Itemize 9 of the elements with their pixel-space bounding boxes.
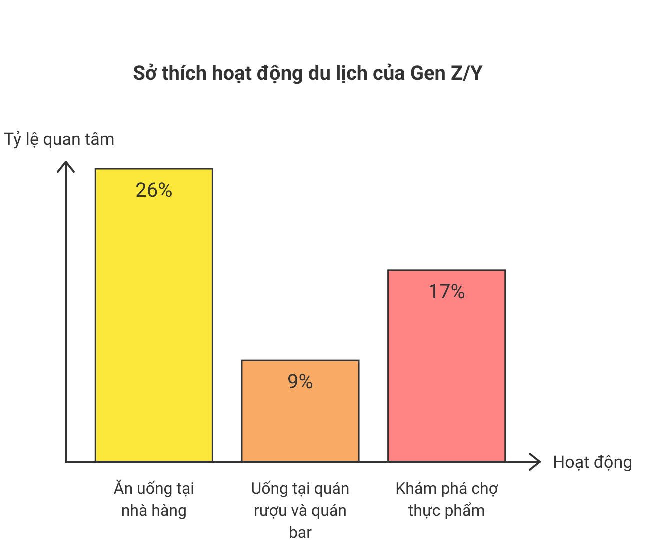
data-label: 17% <box>428 279 466 304</box>
data-label: 26% <box>136 178 173 202</box>
x-axis-title: Hoạt động <box>553 453 633 473</box>
x-tick-label: Ăn uống tại nhà hàng <box>114 479 195 520</box>
x-tick-label: Khám phá chợ thực phẩm <box>396 479 499 520</box>
y-axis-title: Tỷ lệ quan tâm <box>4 130 115 150</box>
chart-title: Sở thích hoạt động du lịch của Gen Z/Y <box>133 61 484 85</box>
x-tick-label: Uống tại quán rượu và quán bar <box>251 479 350 542</box>
data-label: 9% <box>288 370 314 394</box>
